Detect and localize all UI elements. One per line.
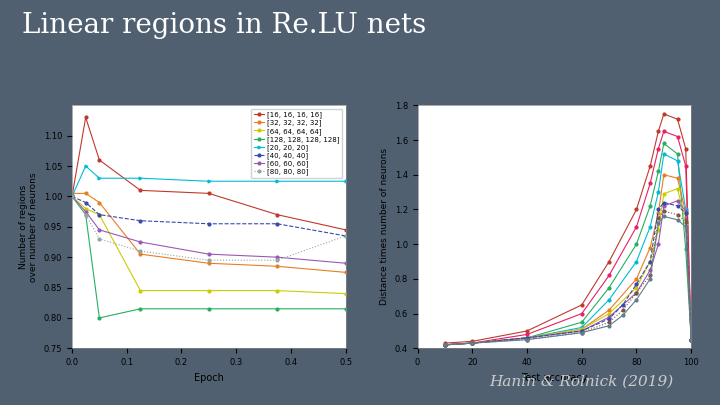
Y-axis label: Number of regions
over number of neurons: Number of regions over number of neurons: [19, 172, 38, 281]
[64, 64, 64, 64]: [95, 212, 104, 217]
X-axis label: Epoch: Epoch: [194, 373, 224, 383]
[128, 128, 128, 128]: [95, 315, 104, 320]
[16, 16, 16, 16]: [68, 194, 76, 199]
[20, 20, 20]: [81, 164, 90, 168]
[40, 40, 40]: [204, 221, 213, 226]
[40, 40, 40]: [136, 218, 145, 223]
[20, 20, 20]: [95, 176, 104, 181]
[40, 40, 40]: [81, 200, 90, 205]
[16, 16, 16, 16]: [273, 212, 282, 217]
[128, 128, 128, 128]: [81, 212, 90, 217]
[64, 64, 64, 64]: [341, 291, 350, 296]
[20, 20, 20]: [273, 179, 282, 184]
Y-axis label: Distance times number of neurons: Distance times number of neurons: [380, 148, 389, 305]
[32, 32, 32, 32]: [81, 191, 90, 196]
[64, 64, 64, 64]: [136, 288, 145, 293]
[60, 60, 60]: [341, 261, 350, 266]
[80, 80, 80]: [81, 212, 90, 217]
[16, 16, 16, 16]: [204, 191, 213, 196]
[80, 80, 80]: [68, 194, 76, 199]
[32, 32, 32, 32]: [95, 200, 104, 205]
[60, 60, 60]: [81, 209, 90, 214]
[20, 20, 20]: [204, 179, 213, 184]
[128, 128, 128, 128]: [136, 307, 145, 311]
[16, 16, 16, 16]: [81, 115, 90, 120]
[20, 20, 20]: [136, 176, 145, 181]
[16, 16, 16, 16]: [95, 158, 104, 162]
[64, 64, 64, 64]: [273, 288, 282, 293]
[128, 128, 128, 128]: [68, 194, 76, 199]
[80, 80, 80]: [273, 258, 282, 263]
[128, 128, 128, 128]: [341, 307, 350, 311]
[32, 32, 32, 32]: [273, 264, 282, 269]
Line: [16, 16, 16, 16]: [16, 16, 16, 16]: [71, 116, 347, 231]
Line: [128, 128, 128, 128]: [128, 128, 128, 128]: [71, 195, 347, 319]
[80, 80, 80]: [204, 258, 213, 263]
[20, 20, 20]: [341, 179, 350, 184]
Line: [64, 64, 64, 64]: [64, 64, 64, 64]: [71, 195, 347, 295]
[40, 40, 40]: [341, 233, 350, 238]
[60, 60, 60]: [136, 240, 145, 245]
[32, 32, 32, 32]: [68, 191, 76, 196]
[60, 60, 60]: [273, 255, 282, 260]
[32, 32, 32, 32]: [136, 252, 145, 257]
[60, 60, 60]: [68, 194, 76, 199]
[60, 60, 60]: [204, 252, 213, 257]
[128, 128, 128, 128]: [273, 307, 282, 311]
Text: Linear regions in Re.LU nets: Linear regions in Re.LU nets: [22, 12, 426, 39]
Text: Hanin & Rolnick (2019): Hanin & Rolnick (2019): [490, 375, 674, 389]
[40, 40, 40]: [273, 221, 282, 226]
Line: [60, 60, 60]: [60, 60, 60]: [71, 195, 347, 264]
X-axis label: Test accuracy: Test accuracy: [521, 373, 588, 383]
[20, 20, 20]: [68, 194, 76, 199]
[64, 64, 64, 64]: [204, 288, 213, 293]
Line: [32, 32, 32, 32]: [32, 32, 32, 32]: [71, 192, 347, 274]
Line: [20, 20, 20]: [20, 20, 20]: [71, 165, 347, 198]
[16, 16, 16, 16]: [136, 188, 145, 193]
[32, 32, 32, 32]: [204, 261, 213, 266]
[64, 64, 64, 64]: [68, 194, 76, 199]
[16, 16, 16, 16]: [341, 228, 350, 232]
[40, 40, 40]: [68, 194, 76, 199]
Line: [40, 40, 40]: [40, 40, 40]: [71, 195, 347, 237]
Legend: [16, 16, 16, 16], [32, 32, 32, 32], [64, 64, 64, 64], [128, 128, 128, 128], [20,: [16, 16, 16, 16], [32, 32, 32, 32], [64,…: [251, 109, 342, 178]
[128, 128, 128, 128]: [204, 307, 213, 311]
[60, 60, 60]: [95, 228, 104, 232]
[80, 80, 80]: [95, 237, 104, 241]
[40, 40, 40]: [95, 212, 104, 217]
Line: [80, 80, 80]: [80, 80, 80]: [71, 195, 347, 262]
[80, 80, 80]: [136, 249, 145, 254]
[64, 64, 64, 64]: [81, 206, 90, 211]
[32, 32, 32, 32]: [341, 270, 350, 275]
[80, 80, 80]: [341, 233, 350, 238]
